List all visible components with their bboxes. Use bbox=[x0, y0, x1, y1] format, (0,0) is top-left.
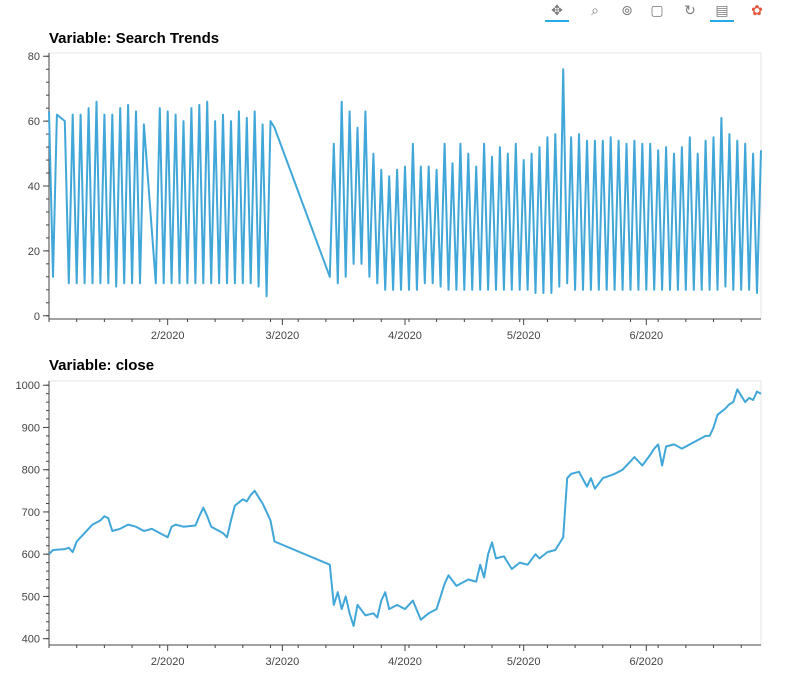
y-tick-label: 40 bbox=[28, 181, 40, 193]
move-icon[interactable]: ✥ bbox=[545, 0, 569, 22]
x-tick-label: 5/2020 bbox=[507, 330, 541, 342]
x-tick-label: 4/2020 bbox=[388, 330, 422, 342]
y-tick-label: 500 bbox=[22, 591, 40, 603]
y-tick-label: 400 bbox=[22, 634, 40, 646]
y-tick-label: 700 bbox=[22, 507, 40, 519]
wheel-zoom-icon[interactable]: ⊚ bbox=[615, 0, 639, 20]
x-tick-label: 3/2020 bbox=[266, 656, 300, 668]
plot-frame bbox=[49, 381, 761, 645]
plot-toolbar: ✥ ⌕ ⊚ ▢ ↻ ▤ ✿ bbox=[535, 0, 807, 22]
x-tick-label: 4/2020 bbox=[388, 656, 422, 668]
close-price-chart[interactable]: 400 500 600 700 800 900 1000 2/2020 3/2020 4/2020… bbox=[0, 378, 807, 678]
x-tick-label: 6/2020 bbox=[629, 656, 663, 668]
y-tick-label: 0 bbox=[34, 311, 40, 323]
x-tick-label: 2/2020 bbox=[151, 330, 185, 342]
y-tick-label: 900 bbox=[22, 422, 40, 434]
y-tick-label: 60 bbox=[28, 116, 40, 128]
series-line-0 bbox=[49, 69, 761, 296]
y-tick-label: 80 bbox=[28, 51, 40, 63]
chart-title-close: Variable: close bbox=[49, 357, 154, 374]
series-line-0 bbox=[49, 389, 761, 626]
y-tick-label: 600 bbox=[22, 549, 40, 561]
save-icon[interactable]: ▢ bbox=[645, 0, 669, 20]
y-tick-label: 1000 bbox=[16, 380, 40, 392]
box-zoom-icon[interactable]: ⌕ bbox=[583, 0, 607, 20]
hover-icon[interactable]: ▤ bbox=[710, 0, 734, 22]
y-tick-label: 800 bbox=[22, 465, 40, 477]
bokeh-logo-icon[interactable]: ✿ bbox=[745, 0, 769, 20]
chart-title-search-trends: Variable: Search Trends bbox=[49, 30, 219, 47]
reset-icon[interactable]: ↻ bbox=[678, 0, 702, 20]
y-tick-label: 20 bbox=[28, 246, 40, 258]
x-tick-label: 2/2020 bbox=[151, 656, 185, 668]
x-tick-label: 6/2020 bbox=[629, 330, 663, 342]
search-trends-chart[interactable]: 0 20 40 60 80 2/2020 3/2020 4/2020 5/2020 6/2020 bbox=[0, 50, 807, 350]
x-tick-label: 5/2020 bbox=[507, 656, 541, 668]
x-tick-label: 3/2020 bbox=[266, 330, 300, 342]
